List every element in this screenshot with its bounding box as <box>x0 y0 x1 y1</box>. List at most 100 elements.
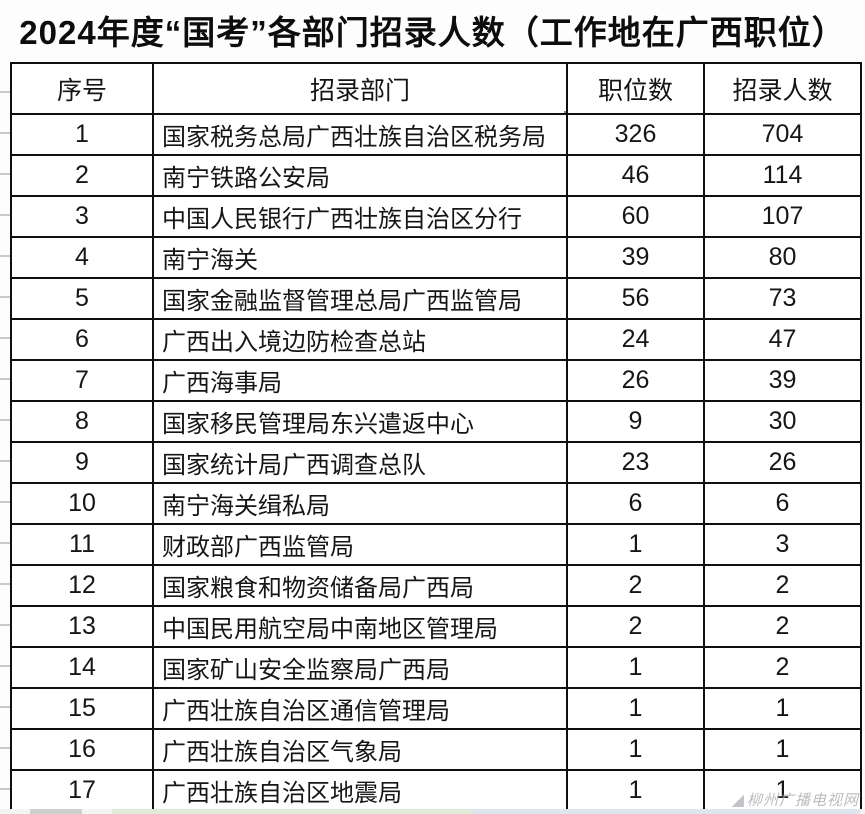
cell-department[interactable]: 国家税务总局广西壮族自治区税务局 <box>152 113 568 156</box>
cell-department[interactable]: 国家统计局广西调查总队 <box>152 441 568 484</box>
cell-positions[interactable]: 2 <box>566 564 705 607</box>
table-row: 12 国家粮食和物资储备局广西局 2 2 <box>10 564 862 607</box>
cell-recruits[interactable]: 6 <box>703 482 862 525</box>
cell-recruits[interactable]: 30 <box>703 400 862 443</box>
cell-index[interactable]: 11 <box>10 523 154 566</box>
cell-recruits[interactable]: 80 <box>703 236 862 279</box>
cell-index[interactable]: 7 <box>10 359 154 402</box>
cell-department[interactable]: 国家矿山安全监察局广西局 <box>152 646 568 689</box>
cell-positions[interactable]: 39 <box>566 236 705 279</box>
col-header-department-label: 招录部门 <box>309 76 410 105</box>
cell-index[interactable]: 17 <box>10 769 154 812</box>
table-row: 15 广西壮族自治区通信管理局 1 1 <box>10 687 862 730</box>
cell-index[interactable]: 13 <box>10 605 154 648</box>
cell-recruits[interactable]: 39 <box>703 359 862 402</box>
cell-recruits[interactable]: 2 <box>703 564 862 607</box>
cell-department[interactable]: 广西壮族自治区气象局 <box>152 728 568 771</box>
cell-positions[interactable]: 6 <box>566 482 705 525</box>
col-header-department[interactable]: 招录部门 <box>152 62 568 115</box>
cropped-next-row-strip <box>0 809 865 814</box>
cell-recruits[interactable]: 704 <box>703 113 862 156</box>
cell-department[interactable]: 财政部广西监管局 <box>152 523 568 566</box>
cell-positions[interactable]: 26 <box>566 359 705 402</box>
cell-positions[interactable]: 60 <box>566 195 705 238</box>
cell-positions[interactable]: 1 <box>566 769 705 812</box>
cell-positions[interactable]: 1 <box>566 687 705 730</box>
cell-recruits[interactable]: 2 <box>703 605 862 648</box>
table-row: 13 中国民用航空局中南地区管理局 2 2 <box>10 605 862 648</box>
cell-index[interactable]: 2 <box>10 154 154 197</box>
cell-department[interactable]: 广西壮族自治区地震局 <box>152 769 568 812</box>
cell-index[interactable]: 9 <box>10 441 154 484</box>
cell-positions[interactable]: 2 <box>566 605 705 648</box>
watermark-text: 柳州广播电视网 <box>746 792 859 809</box>
cell-recruits[interactable]: 3 <box>703 523 862 566</box>
cell-department[interactable]: 中国人民银行广西壮族自治区分行 <box>152 195 568 238</box>
cell-recruits[interactable]: 107 <box>703 195 862 238</box>
selection-fill-handle[interactable] <box>563 110 565 112</box>
table-row: 10 南宁海关缉私局 6 6 <box>10 482 862 525</box>
cell-recruits[interactable]: 1 <box>703 687 862 730</box>
cell-department[interactable]: 广西壮族自治区通信管理局 <box>152 687 568 730</box>
cell-positions[interactable]: 1 <box>566 646 705 689</box>
cell-department[interactable]: 国家移民管理局东兴遣返中心 <box>152 400 568 443</box>
cell-index[interactable]: 1 <box>10 113 154 156</box>
cell-index[interactable]: 8 <box>10 400 154 443</box>
cell-index[interactable]: 14 <box>10 646 154 689</box>
cell-recruits[interactable]: 73 <box>703 277 862 320</box>
cell-index[interactable]: 12 <box>10 564 154 607</box>
cell-department[interactable]: 中国民用航空局中南地区管理局 <box>152 605 568 648</box>
cell-positions[interactable]: 24 <box>566 318 705 361</box>
cell-recruits[interactable]: 1 <box>703 728 862 771</box>
recruitment-table: 序号 招录部门 职位数 招录人数 1 国家税务总局广西壮族自治区税务局 326 704… <box>10 62 862 812</box>
watermark-logo-icon: ◢ <box>731 791 745 809</box>
cell-recruits[interactable]: 47 <box>703 318 862 361</box>
strip-segment-blue <box>472 809 860 814</box>
table-row: 8 国家移民管理局东兴遣返中心 9 30 <box>10 400 862 443</box>
table-row: 9 国家统计局广西调查总队 23 26 <box>10 441 862 484</box>
table-header: 序号 招录部门 职位数 招录人数 <box>10 62 862 115</box>
cell-positions[interactable]: 23 <box>566 441 705 484</box>
table-row: 6 广西出入境边防检查总站 24 47 <box>10 318 862 361</box>
cell-positions[interactable]: 1 <box>566 523 705 566</box>
cell-index[interactable]: 4 <box>10 236 154 279</box>
col-header-positions[interactable]: 职位数 <box>566 62 705 115</box>
table-row: 4 南宁海关 39 80 <box>10 236 862 279</box>
cell-positions[interactable]: 1 <box>566 728 705 771</box>
cell-index[interactable]: 10 <box>10 482 154 525</box>
cell-index[interactable]: 6 <box>10 318 154 361</box>
cell-index[interactable]: 16 <box>10 728 154 771</box>
watermark: ◢ 柳州广播电视网 <box>732 789 859 810</box>
cell-department[interactable]: 广西海事局 <box>152 359 568 402</box>
cell-positions[interactable]: 46 <box>566 154 705 197</box>
table-row: 11 财政部广西监管局 1 3 <box>10 523 862 566</box>
cell-index[interactable]: 3 <box>10 195 154 238</box>
cell-recruits[interactable]: 114 <box>703 154 862 197</box>
cell-index[interactable]: 5 <box>10 277 154 320</box>
cell-recruits[interactable]: 26 <box>703 441 862 484</box>
cell-department[interactable]: 南宁海关缉私局 <box>152 482 568 525</box>
cell-department[interactable]: 南宁铁路公安局 <box>152 154 568 197</box>
cell-positions[interactable]: 326 <box>566 113 705 156</box>
cell-index[interactable]: 15 <box>10 687 154 730</box>
cell-department[interactable]: 南宁海关 <box>152 236 568 279</box>
table-row: 16 广西壮族自治区气象局 1 1 <box>10 728 862 771</box>
cell-recruits[interactable]: 2 <box>703 646 862 689</box>
cell-department[interactable]: 广西出入境边防检查总站 <box>152 318 568 361</box>
table-row: 14 国家矿山安全监察局广西局 1 2 <box>10 646 862 689</box>
cell-positions[interactable]: 9 <box>566 400 705 443</box>
table-row: 7 广西海事局 26 39 <box>10 359 862 402</box>
header-row: 序号 招录部门 职位数 招录人数 <box>10 62 862 115</box>
col-header-recruits[interactable]: 招录人数 <box>703 62 862 115</box>
cell-department[interactable]: 国家金融监督管理总局广西监管局 <box>152 277 568 320</box>
strip-segment-green <box>112 809 472 814</box>
cell-department[interactable]: 国家粮食和物资储备局广西局 <box>152 564 568 607</box>
col-header-index[interactable]: 序号 <box>10 62 154 115</box>
strip-segment-gray <box>30 809 82 814</box>
cell-positions[interactable]: 56 <box>566 277 705 320</box>
table-row: 1 国家税务总局广西壮族自治区税务局 326 704 <box>10 113 862 156</box>
table-row: 17 广西壮族自治区地震局 1 1 <box>10 769 862 812</box>
table-row: 5 国家金融监督管理总局广西监管局 56 73 <box>10 277 862 320</box>
page-title: 2024年度“国考”各部门招录人数（工作地在广西职位） <box>19 14 846 51</box>
